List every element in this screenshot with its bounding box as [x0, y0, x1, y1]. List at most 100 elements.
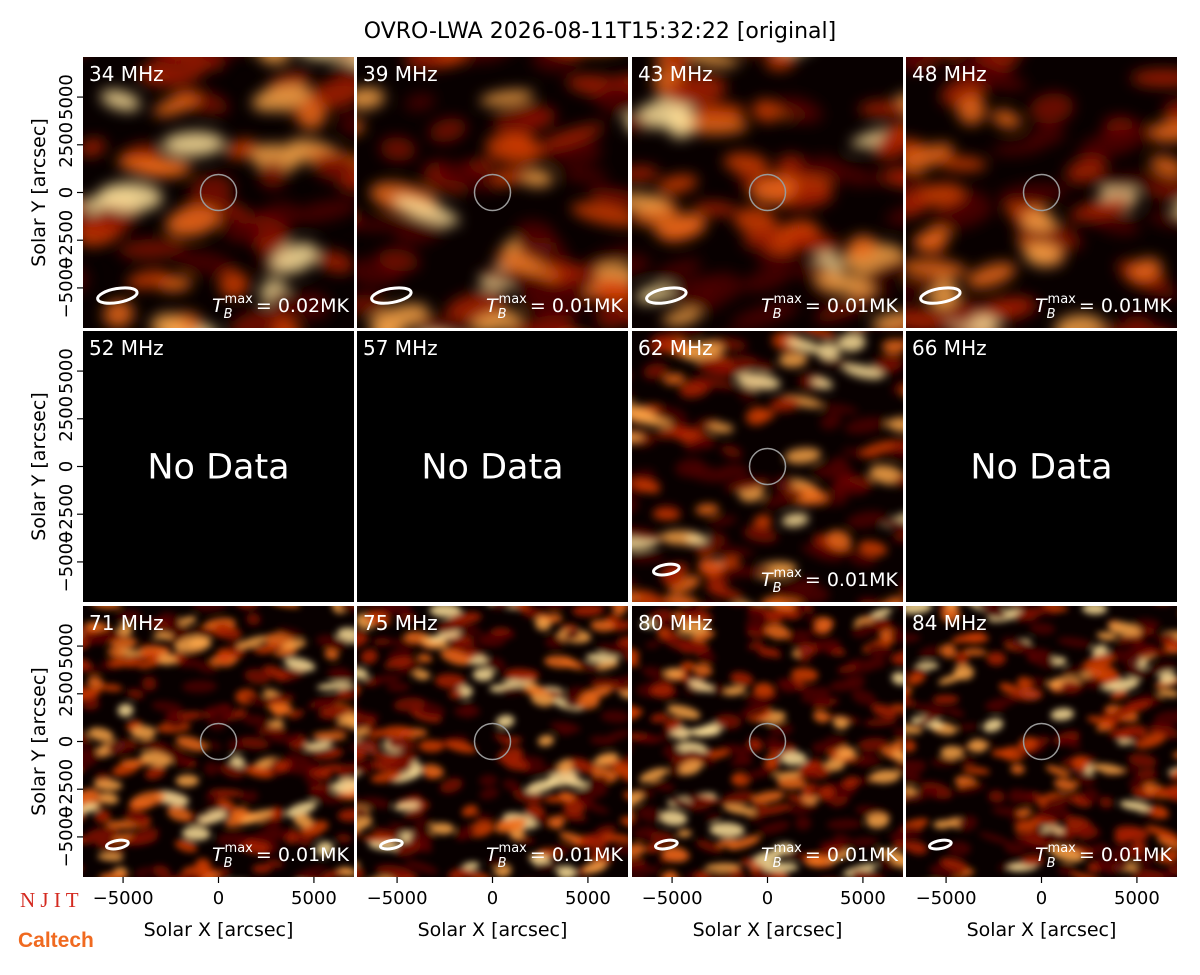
tb-symbol: T: [486, 295, 499, 317]
emission-blob: [588, 187, 628, 209]
emission-blob: [206, 741, 222, 750]
emission-blob: [218, 270, 250, 299]
emission-blob: [991, 140, 1045, 156]
emission-blob: [216, 831, 250, 847]
emission-blob: [1070, 871, 1105, 877]
emission-blob: [1049, 845, 1084, 863]
emission-blob: [1181, 607, 1200, 618]
emission-blob: [243, 765, 273, 779]
x-tick-label: 0: [762, 888, 773, 909]
emission-blob: [1020, 854, 1045, 867]
emission-blob: [429, 822, 455, 835]
emission-blob: [817, 342, 841, 360]
emission-blob: [784, 447, 822, 464]
emission-blob: [851, 689, 877, 706]
emission-blob: [723, 804, 757, 815]
emission-blob: [559, 791, 575, 801]
tmax-label: TBmax = 0.01MK: [761, 841, 899, 871]
emission-blob: [495, 715, 515, 728]
emission-blob: [497, 746, 523, 764]
emission-blob: [537, 734, 555, 747]
emission-blob: [384, 657, 415, 669]
emission-blob: [947, 841, 971, 856]
emission-blob: [337, 712, 354, 725]
emission-blob: [656, 174, 698, 194]
emission-blob: [271, 702, 288, 717]
x-tick-label: 5000: [1114, 888, 1160, 909]
emission-blob: [906, 825, 922, 838]
emission-blob: [175, 249, 235, 276]
emission-blob: [1014, 832, 1041, 841]
tb-sup: max: [225, 292, 254, 307]
x-axis-label: Solar X [arcsec]: [144, 919, 294, 941]
solar-disk: [473, 173, 512, 212]
emission-blob: [428, 118, 467, 143]
emission-blob: [237, 841, 268, 856]
emission-blob: [153, 93, 200, 117]
emission-blob: [654, 258, 702, 282]
emission-blob: [906, 672, 925, 685]
emission-blob: [141, 651, 161, 660]
emission-blob: [914, 26, 966, 60]
intensity-texture: [357, 57, 628, 328]
emission-blob: [337, 867, 354, 877]
emission-blob: [733, 207, 778, 235]
emission-blob: [1179, 607, 1200, 622]
emission-blob: [589, 735, 615, 746]
emission-blob: [676, 606, 703, 616]
emission-blob: [632, 843, 646, 858]
emission-blob: [1176, 331, 1200, 356]
emission-blob: [514, 230, 568, 264]
emission-blob: [141, 676, 157, 691]
emission-blob: [502, 778, 521, 792]
emission-blob: [531, 57, 581, 73]
tmax-value: = 0.01MK: [256, 844, 350, 866]
tmax-label: TBmax = 0.01MK: [486, 841, 624, 871]
emission-blob: [507, 606, 530, 610]
tb-symbol: T: [1035, 295, 1048, 317]
emission-blob: [1081, 676, 1105, 690]
panel: TBmax = 0.01MK 75 MHz: [357, 606, 628, 877]
emission-blob: [587, 775, 610, 791]
tb-sub: B: [498, 856, 507, 871]
emission-blob: [256, 726, 288, 736]
tb-sub: B: [773, 581, 782, 596]
x-axis-label: Solar X [arcsec]: [967, 919, 1117, 941]
emission-blob: [1013, 606, 1047, 622]
emission-blob: [1029, 677, 1049, 686]
emission-blob: [1149, 805, 1169, 819]
emission-blob: [244, 837, 271, 851]
emission-blob: [697, 558, 723, 578]
emission-blob: [570, 202, 628, 227]
emission-blob: [640, 620, 656, 628]
emission-blob: [202, 57, 262, 58]
intensity-texture: [632, 606, 903, 877]
emission-blob: [1043, 829, 1060, 844]
solar-disk: [748, 173, 787, 212]
frequency-label: 62 MHz: [638, 336, 713, 360]
tb-sup: max: [1048, 292, 1077, 307]
emission-blob: [357, 717, 370, 731]
emission-blob: [1065, 157, 1107, 184]
emission-blob: [694, 870, 710, 877]
emission-blob: [821, 164, 880, 186]
emission-blob: [790, 667, 819, 682]
emission-blob: [677, 829, 692, 838]
emission-blob: [984, 610, 1008, 619]
emission-blob: [463, 870, 492, 877]
emission-blob: [525, 687, 548, 695]
emission-blob: [681, 341, 724, 362]
emission-blob: [380, 725, 415, 739]
emission-blob: [577, 661, 601, 672]
emission-blob: [499, 686, 527, 695]
emission-blob: [871, 312, 903, 328]
intensity-texture: [906, 26, 1200, 356]
emission-blob: [98, 871, 129, 877]
tb-sup: max: [1048, 841, 1077, 856]
emission-blob: [891, 856, 903, 870]
beam: [96, 286, 139, 305]
emission-blob: [117, 703, 134, 717]
emission-blob: [1153, 710, 1177, 727]
emission-blob: [588, 243, 628, 266]
